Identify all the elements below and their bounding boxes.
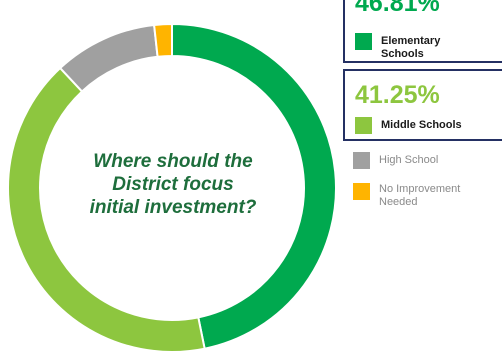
legend-label-no-improvement-line-1: No Improvement — [379, 183, 461, 195]
legend-item-middle: Middle Schools — [355, 117, 481, 134]
middle-percent: 41.25% — [355, 81, 440, 109]
legend-swatch-middle — [355, 117, 372, 134]
elementary-percent: 46.81% — [355, 0, 440, 17]
legend-swatch-high-school — [353, 152, 370, 169]
chart-title-line-1: Where should the — [93, 151, 253, 172]
chart-title: Where should the District focus initial … — [58, 150, 288, 219]
legend-box-middle: 41.25% Middle Schools — [343, 69, 502, 141]
legend-label-high-school: High School — [379, 154, 439, 166]
legend-label-no-improvement: No Improvement Needed — [379, 183, 479, 209]
legend-swatch-elementary — [355, 33, 372, 50]
legend-label-elementary: Elementary Schools — [381, 35, 441, 60]
donut-slice-elementary — [171, 22, 337, 350]
legend-swatch-no-improvement — [353, 183, 370, 200]
legend-item-high-school: High School — [353, 152, 479, 169]
chart-title-line-2: District focus — [112, 174, 234, 195]
legend-label-no-improvement-line-2: Needed — [379, 196, 418, 208]
chart-title-line-3: initial investment? — [89, 197, 257, 218]
legend-item-elementary: Elementary Schools — [355, 33, 481, 61]
legend-item-no-improvement: No Improvement Needed — [353, 183, 479, 209]
legend-box-elementary: 46.81% Elementary Schools — [343, 0, 502, 63]
donut-slice-high-school — [58, 23, 159, 93]
legend-label-middle: Middle Schools — [381, 119, 462, 131]
donut-slice-no-improvement — [153, 22, 173, 58]
